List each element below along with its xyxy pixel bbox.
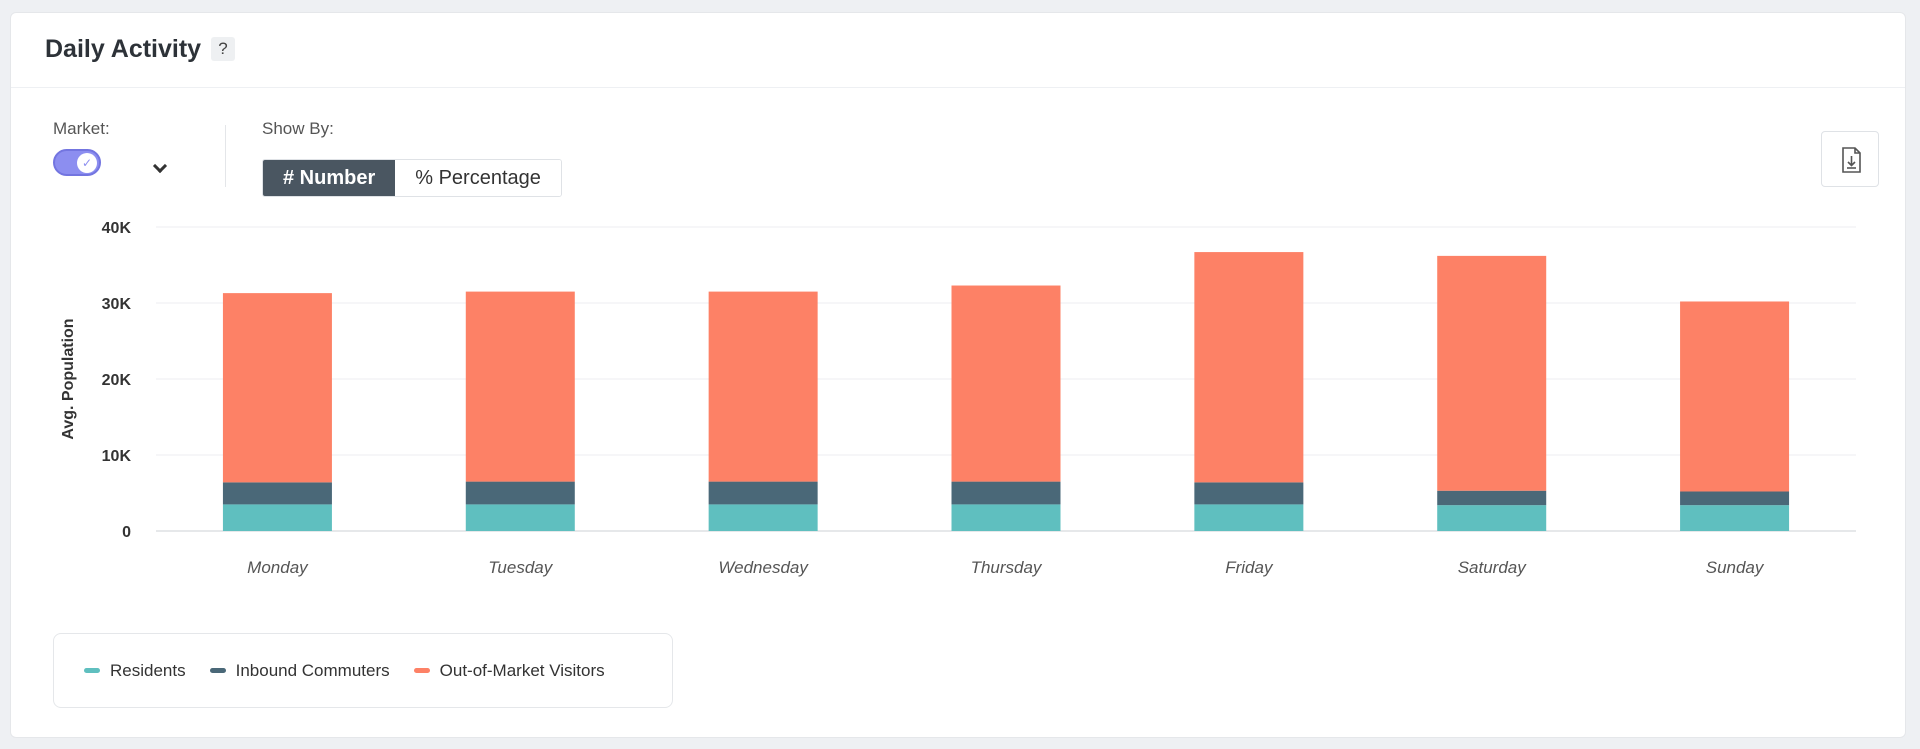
bar-out-of-market-visitors-saturday xyxy=(1437,255,1547,491)
y-axis-label: Avg. Population xyxy=(60,318,77,439)
y-tick-label: 10K xyxy=(102,448,132,465)
divider xyxy=(225,125,226,187)
bar-inbound-commuters-sunday xyxy=(1680,491,1790,506)
bar-inbound-commuters-tuesday xyxy=(465,481,575,505)
stacked-bar-chart: 0 10K 20K 30K 40K Avg. Population Monday Tuesda… xyxy=(60,220,1856,577)
bar-out-of-market-visitors-tuesday xyxy=(465,291,575,482)
x-tick-label: Wednesday xyxy=(718,558,809,577)
y-tick-label: 30K xyxy=(102,296,132,313)
legend-label: Residents xyxy=(110,660,186,680)
legend-swatch xyxy=(209,668,226,673)
check-icon: ✓ xyxy=(77,153,97,173)
bar-out-of-market-visitors-friday xyxy=(1194,252,1304,483)
bar-out-of-market-visitors-monday xyxy=(222,293,332,483)
bar-residents-friday xyxy=(1194,504,1304,531)
bar-residents-saturday xyxy=(1437,505,1547,531)
x-tick-label: Sunday xyxy=(1706,558,1765,577)
y-tick-label: 20K xyxy=(102,372,132,389)
download-button[interactable] xyxy=(1821,131,1879,187)
market-toggle[interactable]: ✓ xyxy=(53,149,101,176)
x-tick-label: Friday xyxy=(1225,558,1274,577)
card-header: Daily Activity ? xyxy=(11,13,1905,88)
bar-inbound-commuters-monday xyxy=(222,482,332,505)
market-label: Market: xyxy=(53,119,110,138)
download-icon xyxy=(1842,147,1861,173)
bar-out-of-market-visitors-sunday xyxy=(1680,301,1790,492)
x-tick-label: Saturday xyxy=(1458,558,1528,577)
legend-out-of-market-visitors[interactable]: Out-of-Market Visitors xyxy=(413,660,605,681)
bar-residents-wednesday xyxy=(708,504,818,531)
legend-swatch xyxy=(413,668,430,673)
bar-out-of-market-visitors-wednesday xyxy=(708,291,818,482)
bar-inbound-commuters-wednesday xyxy=(708,481,818,505)
show-by-number-button[interactable]: # Number xyxy=(263,160,396,196)
x-tick-label: Monday xyxy=(247,558,309,577)
card-title: Daily Activity xyxy=(45,35,202,63)
legend-label: Inbound Commuters xyxy=(235,660,390,680)
legend-residents[interactable]: Residents xyxy=(84,661,186,681)
legend-inbound-commuters[interactable]: Inbound Commuters xyxy=(209,660,390,681)
bar-inbound-commuters-friday xyxy=(1194,482,1304,505)
x-tick-label: Thursday xyxy=(971,558,1043,577)
daily-activity-card: Daily Activity ? Market: ✓ Show By: # Nu… xyxy=(10,12,1906,738)
bar-inbound-commuters-saturday xyxy=(1437,490,1547,506)
show-by-label: Show By: xyxy=(262,119,334,138)
question-icon[interactable]: ? xyxy=(211,37,235,61)
bar-residents-monday xyxy=(222,504,332,531)
show-by-percentage-button[interactable]: % Percentage xyxy=(395,160,561,196)
legend-swatch xyxy=(84,668,100,673)
y-tick-label: 40K xyxy=(102,220,132,237)
bar-inbound-commuters-thursday xyxy=(951,481,1061,505)
chart-legend: Residents Inbound Commuters Out-of-Marke… xyxy=(53,633,673,708)
y-tick-label: 0 xyxy=(122,524,131,541)
x-tick-label: Tuesday xyxy=(488,558,553,577)
bar-residents-sunday xyxy=(1680,505,1790,531)
bar-out-of-market-visitors-thursday xyxy=(951,285,1061,482)
show-by-toggle: # Number % Percentage xyxy=(262,159,562,197)
bar-residents-tuesday xyxy=(465,504,575,531)
legend-label: Out-of-Market Visitors xyxy=(439,660,605,680)
bar-residents-thursday xyxy=(951,504,1061,531)
